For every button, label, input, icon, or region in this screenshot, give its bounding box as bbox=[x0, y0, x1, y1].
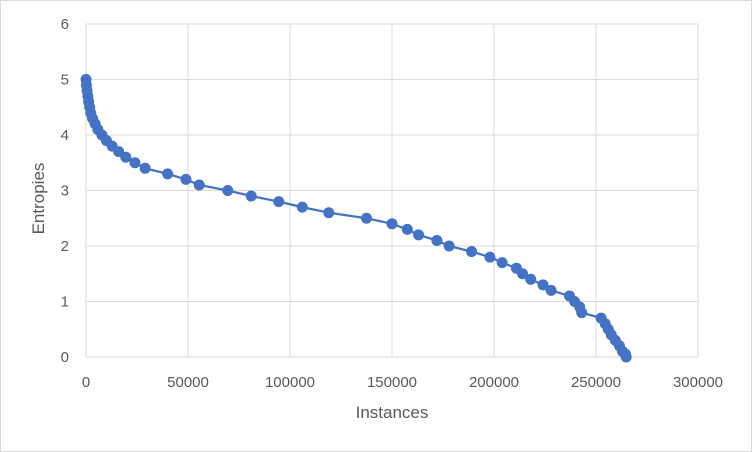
data-point bbox=[525, 273, 537, 285]
x-tick-labels: 0 50000 100000 150000 200000 250000 300000 bbox=[82, 374, 723, 391]
x-tick-label: 150000 bbox=[367, 374, 417, 391]
data-point bbox=[484, 251, 496, 263]
data-point bbox=[193, 179, 205, 191]
data-point bbox=[496, 257, 508, 269]
y-tick-labels: 0 1 2 3 4 5 6 bbox=[61, 16, 69, 366]
data-point bbox=[120, 151, 132, 163]
data-point bbox=[139, 162, 151, 174]
y-tick-label: 2 bbox=[61, 238, 69, 255]
x-tick-label: 250000 bbox=[571, 374, 621, 391]
data-point bbox=[431, 234, 443, 246]
series-group bbox=[80, 74, 632, 363]
data-point bbox=[162, 168, 174, 180]
x-tick-label: 0 bbox=[82, 374, 90, 391]
y-tick-label: 1 bbox=[61, 294, 69, 311]
data-point bbox=[466, 246, 478, 258]
data-point bbox=[129, 157, 141, 169]
y-tick-label: 3 bbox=[61, 183, 69, 200]
data-point bbox=[222, 185, 234, 196]
y-tick-label: 4 bbox=[61, 127, 69, 144]
data-point bbox=[245, 190, 257, 202]
data-point bbox=[296, 201, 308, 213]
data-point bbox=[576, 307, 588, 319]
x-tick-label: 200000 bbox=[469, 374, 519, 391]
x-axis-title: Instances bbox=[356, 403, 429, 422]
x-tick-label: 300000 bbox=[673, 374, 723, 391]
y-tick-label: 5 bbox=[61, 72, 69, 89]
data-point bbox=[180, 173, 192, 185]
series-line bbox=[84, 79, 628, 358]
x-tick-label: 50000 bbox=[167, 374, 209, 391]
y-tick-label: 0 bbox=[61, 349, 69, 366]
y-axis-title: Entropies bbox=[29, 163, 48, 235]
data-point bbox=[401, 223, 413, 235]
data-point bbox=[413, 229, 425, 241]
data-point bbox=[361, 212, 372, 224]
data-point bbox=[620, 351, 632, 363]
data-point bbox=[545, 284, 557, 296]
data-point bbox=[386, 218, 398, 230]
x-tick-label: 100000 bbox=[265, 374, 315, 391]
data-point bbox=[537, 279, 549, 291]
y-tick-label: 6 bbox=[61, 16, 69, 33]
data-point bbox=[323, 207, 335, 219]
data-point bbox=[273, 196, 285, 208]
data-point bbox=[443, 240, 455, 252]
data-point bbox=[517, 268, 529, 280]
gridlines bbox=[85, 23, 699, 358]
